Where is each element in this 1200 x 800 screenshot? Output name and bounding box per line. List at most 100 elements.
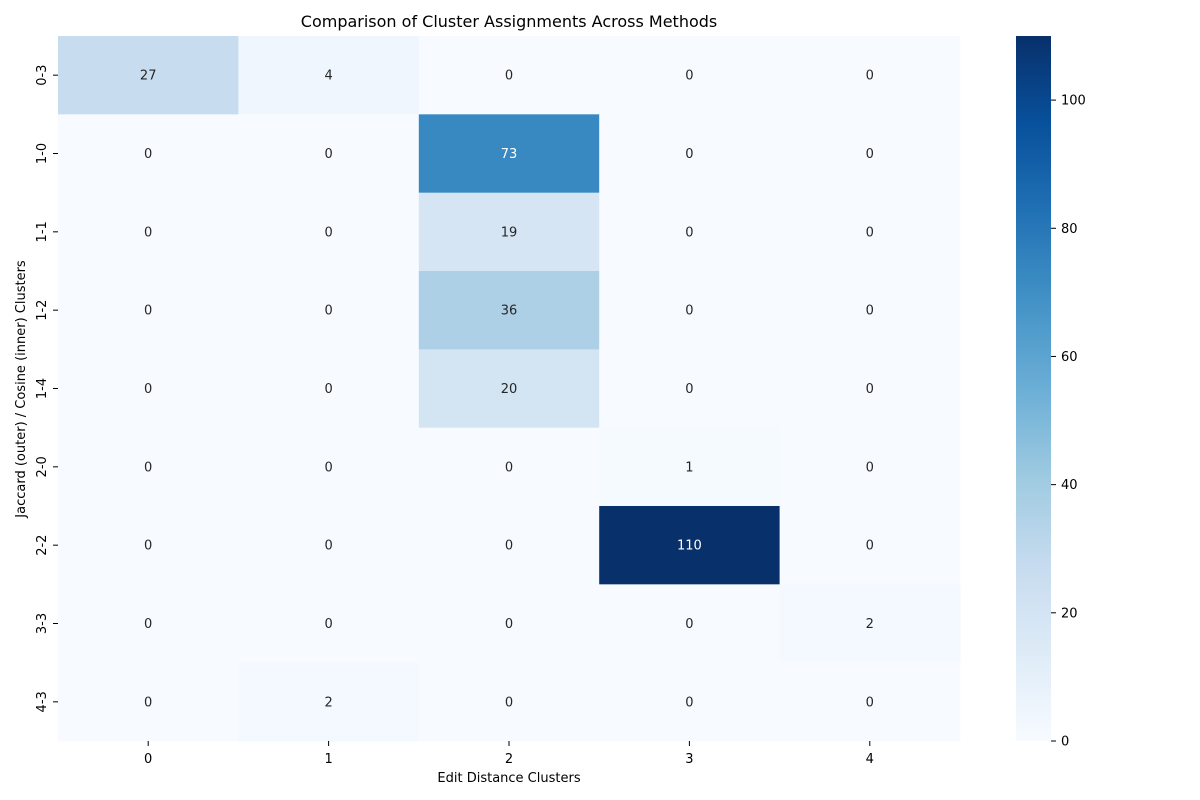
heatmap-cell xyxy=(58,36,239,115)
x-tick-label: 4 xyxy=(866,752,874,767)
y-tick-label: 2-2 xyxy=(35,535,50,556)
cell-value-label: 0 xyxy=(685,382,693,397)
y-tick-label: 1-1 xyxy=(35,221,50,242)
cell-value-label: 36 xyxy=(501,304,518,319)
heatmap-cell xyxy=(599,192,781,272)
colorbar-tick-label: 80 xyxy=(1061,222,1078,237)
heatmap-cell xyxy=(58,271,239,350)
cell-value-label: 0 xyxy=(324,539,332,554)
heatmap-cell xyxy=(418,662,600,742)
cell-value-label: 0 xyxy=(866,695,874,710)
x-tick-label: 0 xyxy=(144,752,152,767)
heatmap-cell xyxy=(58,427,239,507)
heatmap-cell xyxy=(238,114,420,194)
heatmap-cell xyxy=(418,271,600,350)
heatmap-cell xyxy=(58,349,239,429)
cell-value-label: 0 xyxy=(866,147,874,162)
heatmap-cell xyxy=(238,192,420,272)
cell-value-label: 0 xyxy=(505,460,513,475)
heatmap-cell xyxy=(599,427,781,507)
cell-value-label: 0 xyxy=(324,225,332,240)
cell-value-label: 0 xyxy=(685,225,693,240)
heatmap-cell xyxy=(58,114,239,194)
colorbar-tick-label: 60 xyxy=(1061,350,1078,365)
heatmap-cell xyxy=(599,506,781,585)
heatmap-cell xyxy=(418,349,600,429)
x-tick-label: 2 xyxy=(505,752,513,767)
colorbar-tick-label: 20 xyxy=(1061,606,1078,621)
heatmap-cell xyxy=(238,36,420,115)
colorbar-gradient xyxy=(1016,36,1051,741)
cell-value-label: 0 xyxy=(866,460,874,475)
heatmap-cell xyxy=(418,114,600,194)
colorbar: 0 20 40 60 80 100 xyxy=(1016,36,1086,750)
cell-value-label: 0 xyxy=(144,617,152,632)
y-axis-ticks: 0-3 1-0 1-1 1-2 1-4 2-0 2-2 3-3 4-3 xyxy=(35,65,58,712)
cell-value-label: 19 xyxy=(501,225,518,240)
heatmap-cell xyxy=(779,584,961,664)
heatmap-cell xyxy=(779,506,961,585)
heatmap-cell xyxy=(238,584,420,664)
heatmap-cell xyxy=(779,36,961,115)
heatmap-cell xyxy=(58,584,239,664)
heatmap-cell xyxy=(58,192,239,272)
cell-value-label: 0 xyxy=(685,617,693,632)
heatmap-cell xyxy=(599,662,781,742)
cell-value-label: 0 xyxy=(505,539,513,554)
cell-value-label: 0 xyxy=(324,460,332,475)
heatmap-cell xyxy=(58,506,239,585)
cell-value-label: 0 xyxy=(866,304,874,319)
cell-value-label: 0 xyxy=(324,304,332,319)
heatmap-cell xyxy=(418,506,600,585)
cell-value-label: 27 xyxy=(140,69,157,84)
y-tick-label: 0-3 xyxy=(35,65,50,86)
heatmap-cell xyxy=(779,192,961,272)
cell-value-label: 1 xyxy=(685,460,693,475)
cell-value-label: 0 xyxy=(866,539,874,554)
x-tick-label: 3 xyxy=(685,752,693,767)
cell-value-label: 0 xyxy=(144,147,152,162)
cell-value-label: 0 xyxy=(324,382,332,397)
heatmap-cell xyxy=(779,349,961,429)
y-tick-label: 4-3 xyxy=(35,691,50,712)
heatmap-cell xyxy=(418,36,600,115)
colorbar-tick-label: 100 xyxy=(1061,94,1086,109)
chart-title: Comparison of Cluster Assignments Across… xyxy=(301,12,717,31)
y-tick-label: 1-0 xyxy=(35,143,50,164)
cell-value-label: 0 xyxy=(505,695,513,710)
x-axis-ticks: 0 1 2 3 4 xyxy=(144,741,874,767)
cell-value-label: 0 xyxy=(866,69,874,84)
heatmap-cell xyxy=(238,271,420,350)
heatmap-cell xyxy=(238,506,420,585)
y-tick-label: 2-0 xyxy=(35,456,50,477)
heatmap-cell xyxy=(599,114,781,194)
heatmap-cell xyxy=(599,349,781,429)
cell-value-label: 0 xyxy=(144,304,152,319)
cell-value-label: 4 xyxy=(324,69,332,84)
heatmap-cell xyxy=(779,114,961,194)
cell-value-label: 0 xyxy=(685,304,693,319)
heatmap-cell xyxy=(418,427,600,507)
x-axis-label: Edit Distance Clusters xyxy=(437,771,580,786)
cell-value-label: 0 xyxy=(685,147,693,162)
heatmap-cell xyxy=(779,271,961,350)
x-tick-label: 1 xyxy=(324,752,332,767)
heatmap-cell xyxy=(599,271,781,350)
cell-value-label: 0 xyxy=(505,69,513,84)
heatmap-cell xyxy=(779,427,961,507)
cell-value-label: 0 xyxy=(144,539,152,554)
heatmap-cell xyxy=(599,36,781,115)
heatmap-cell xyxy=(238,427,420,507)
colorbar-tick-label: 0 xyxy=(1061,735,1069,750)
cell-value-label: 20 xyxy=(501,382,518,397)
y-tick-label: 1-4 xyxy=(35,378,50,399)
cell-value-label: 0 xyxy=(866,382,874,397)
y-tick-label: 1-2 xyxy=(35,300,50,321)
cell-value-label: 110 xyxy=(677,539,702,554)
cell-value-label: 0 xyxy=(144,695,152,710)
cell-value-label: 0 xyxy=(144,460,152,475)
cell-value-label: 2 xyxy=(324,695,332,710)
cell-value-label: 0 xyxy=(685,69,693,84)
heatmap-cell xyxy=(238,662,420,742)
